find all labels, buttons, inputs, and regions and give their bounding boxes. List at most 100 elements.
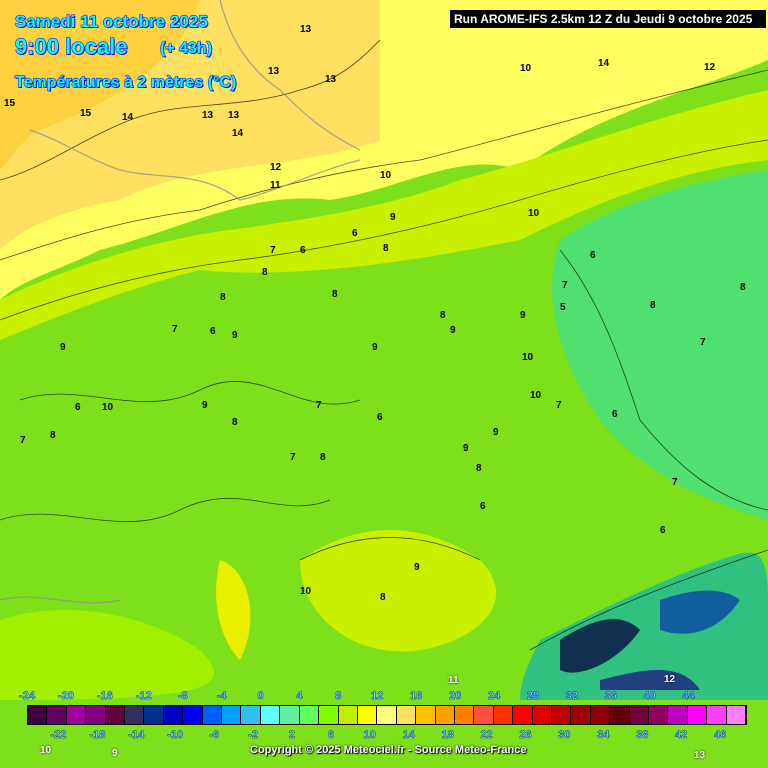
scale-tick-top: 40	[643, 690, 656, 703]
scale-swatch	[532, 706, 552, 724]
scale-swatch	[319, 706, 339, 724]
scale-swatch	[86, 706, 106, 724]
isotherm-label: 8	[232, 417, 238, 428]
scale-swatch	[280, 706, 300, 724]
scale-swatch	[222, 706, 242, 724]
scale-swatch	[726, 706, 747, 724]
copyright: Copyright © 2025 Meteociel.fr - Source M…	[250, 744, 527, 756]
forecast-date: Samedi 11 octobre 2025	[14, 11, 208, 31]
scale-swatch	[28, 706, 48, 724]
isotherm-label: 10	[380, 170, 392, 181]
isotherm-label: 7	[20, 435, 26, 446]
scale-tick-top: -4	[216, 690, 227, 703]
isotherm-label: 6	[377, 412, 383, 423]
isotherm-label: 13	[300, 24, 312, 35]
scale-tick-top: -16	[96, 690, 113, 703]
scale-tick-bottom: -22	[50, 729, 67, 742]
scale-tick-bottom: 34	[597, 729, 610, 742]
isotherm-label: 7	[172, 324, 178, 335]
isotherm-label: 8	[320, 452, 326, 463]
scale-swatch	[357, 706, 378, 724]
scale-swatch	[47, 706, 67, 724]
scale-swatch	[571, 706, 591, 724]
isotherm-label: 15	[80, 108, 92, 119]
scale-tick-bottom: -10	[167, 729, 184, 742]
scale-swatch	[144, 706, 164, 724]
scale-swatch	[163, 706, 184, 724]
isotherm-label: 8	[383, 243, 389, 254]
scale-tick-top: 12	[371, 690, 384, 703]
isotherm-label: 6	[660, 525, 666, 536]
isotherm-label: 13	[202, 110, 214, 121]
isotherm-label: 10	[528, 208, 540, 219]
scale-swatch	[513, 706, 533, 724]
isotherm-label: 10	[102, 402, 114, 413]
scale-swatch	[183, 706, 203, 724]
scale-tick-top: -8	[177, 690, 188, 703]
scale-swatch	[416, 706, 436, 724]
scale-tick-bottom: 6	[327, 729, 335, 742]
isotherm-label: 10	[530, 390, 542, 401]
isotherm-label: 8	[650, 300, 656, 311]
isotherm-label: 10	[522, 352, 534, 363]
isotherm-label: 6	[612, 409, 618, 420]
isotherm-label: 13	[228, 110, 240, 121]
scale-swatch	[474, 706, 494, 724]
isotherm-label: 7	[316, 400, 322, 411]
scale-tick-bottom: 14	[402, 729, 415, 742]
cool-zone-east	[552, 170, 768, 520]
scale-swatch	[493, 706, 514, 724]
isotherm-label: 6	[590, 250, 596, 261]
isotherm-label: 6	[352, 228, 358, 239]
isotherm-label: 6	[75, 402, 81, 413]
isotherm-label: 12	[704, 62, 716, 73]
scale-tick-bottom: 22	[480, 729, 493, 742]
isotherm-label: 14	[122, 112, 134, 123]
scale-tick-top: 8	[335, 690, 342, 703]
isotherm-label: 8	[262, 267, 268, 278]
isotherm-label: 7	[556, 400, 562, 411]
scale-tick-top: 20	[448, 690, 462, 703]
scale-tick-top: 44	[682, 690, 695, 703]
scale-swatch	[707, 706, 727, 724]
isotherm-label: 9	[463, 443, 469, 454]
scale-swatch	[299, 706, 320, 724]
scale-swatch	[66, 706, 87, 724]
isotherm-label: 7	[672, 477, 678, 488]
scale-swatch	[125, 706, 145, 724]
scale-swatch	[687, 706, 708, 724]
isotherm-label: 12	[270, 162, 282, 173]
isotherm-label: 9	[520, 310, 526, 321]
scale-tick-top: 16	[410, 690, 423, 703]
isotherm-label: 6	[210, 326, 216, 337]
isotherm-label: 8	[740, 282, 746, 293]
isotherm-label: 11	[270, 180, 281, 191]
scale-tick-bottom: 10	[363, 729, 376, 742]
isotherm-label: 9	[390, 212, 396, 223]
isotherm-label: 8	[380, 592, 386, 603]
isotherm-label: 10	[520, 63, 532, 74]
isotherm-label: 7	[562, 280, 568, 291]
isotherm-label: 6	[480, 501, 486, 512]
isotherm-label: 15	[4, 98, 16, 109]
isotherm-label: 14	[598, 58, 610, 69]
isotherm-label: 10	[300, 586, 312, 597]
scale-tick-bottom: 2	[288, 729, 296, 742]
isotherm-label: 5	[560, 302, 566, 313]
scale-tick-bottom: 30	[558, 729, 571, 742]
scale-swatch	[649, 706, 669, 724]
scale-swatch	[610, 706, 630, 724]
mild-band	[0, 90, 768, 340]
model-run-banner: Run AROME-IFS 2.5km 12 Z du Jeudi 9 octo…	[450, 10, 766, 28]
isotherm-label: 11	[448, 675, 459, 686]
scale-tick-bottom: 26	[519, 729, 532, 742]
scale-swatch	[377, 706, 397, 724]
scale-tick-bottom: 18	[441, 729, 454, 742]
isotherm-label: 7	[290, 452, 296, 463]
scale-tick-top: 32	[565, 690, 578, 703]
isotherm-label: 9	[112, 748, 118, 759]
isotherm-label: 12	[664, 674, 676, 685]
isotherm-label: 8	[440, 310, 446, 321]
scale-tick-top: -20	[57, 690, 74, 703]
